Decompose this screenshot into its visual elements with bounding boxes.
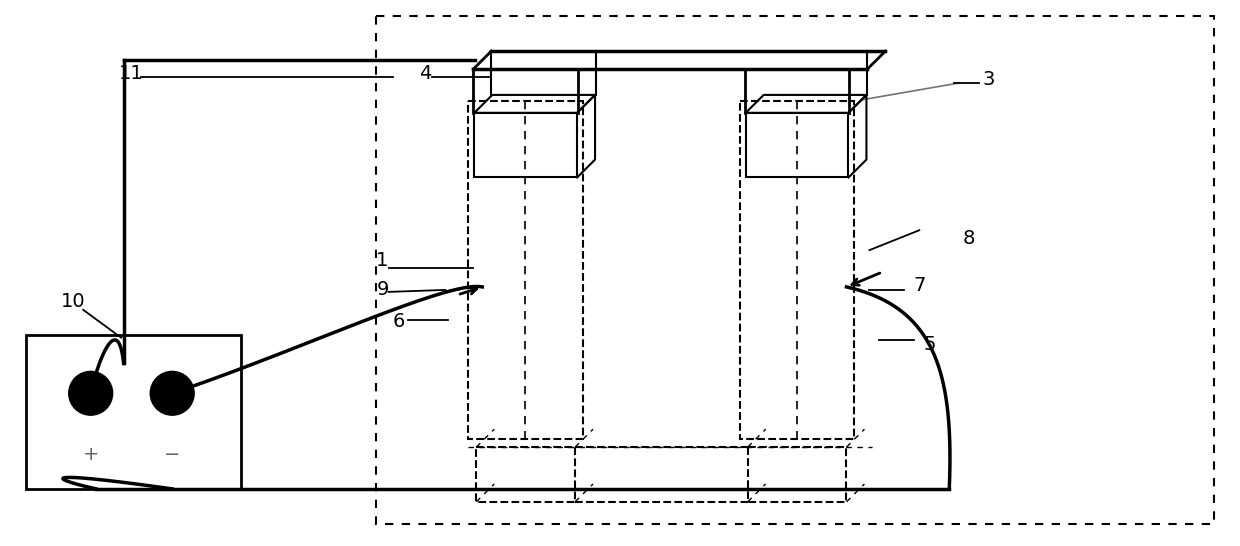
Text: 8: 8 — [963, 229, 976, 248]
Bar — [745, 113, 848, 177]
Text: 10: 10 — [61, 292, 86, 311]
Text: 4: 4 — [419, 63, 432, 82]
Text: 7: 7 — [913, 276, 925, 295]
Bar — [469, 101, 583, 439]
Text: 5: 5 — [923, 335, 935, 354]
Bar — [26, 335, 241, 489]
Bar — [376, 16, 1214, 524]
Bar — [476, 447, 575, 502]
Bar — [748, 447, 847, 502]
Text: 3: 3 — [983, 70, 996, 90]
Text: −: − — [164, 446, 180, 465]
Text: 11: 11 — [119, 63, 144, 82]
Text: 9: 9 — [377, 281, 388, 299]
Text: 1: 1 — [377, 251, 388, 270]
Circle shape — [68, 371, 113, 415]
Bar — [740, 101, 854, 439]
Bar — [475, 113, 577, 177]
Text: +: + — [82, 446, 99, 465]
Text: 6: 6 — [392, 312, 404, 331]
Circle shape — [150, 371, 195, 415]
